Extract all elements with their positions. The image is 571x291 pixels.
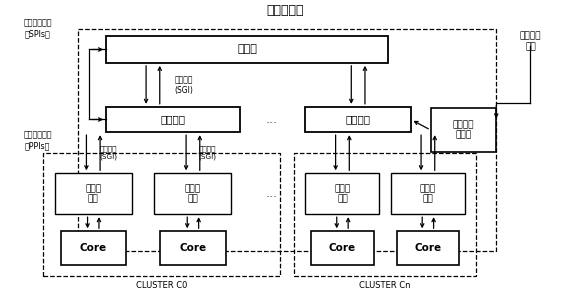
- Bar: [106, 36, 388, 63]
- Text: 中断控制器: 中断控制器: [267, 4, 304, 17]
- Bar: [391, 173, 465, 214]
- Text: 软件中断
(SGI): 软件中断 (SGI): [199, 146, 216, 160]
- Bar: [160, 231, 226, 265]
- Text: Core: Core: [179, 243, 207, 253]
- Text: 私有外设中断
（PPIs）: 私有外设中断 （PPIs）: [23, 131, 52, 150]
- Bar: [106, 107, 240, 132]
- Bar: [311, 231, 374, 265]
- Text: Core: Core: [80, 243, 107, 253]
- Bar: [43, 153, 280, 276]
- Text: CLUSTER Cn: CLUSTER Cn: [359, 281, 411, 290]
- Text: 中断转换
服务器: 中断转换 服务器: [453, 120, 475, 140]
- Text: Core: Core: [415, 243, 441, 253]
- Text: ...: ...: [266, 187, 278, 200]
- Bar: [55, 173, 132, 214]
- Bar: [294, 153, 476, 276]
- Bar: [155, 173, 231, 214]
- Text: 软件中断
(SGI): 软件中断 (SGI): [99, 146, 117, 160]
- Text: Core: Core: [329, 243, 356, 253]
- Bar: [397, 231, 459, 265]
- Bar: [78, 29, 496, 251]
- Text: 再分配器: 再分配器: [345, 114, 371, 125]
- Text: 处理器
接口: 处理器 接口: [335, 184, 351, 203]
- Text: 处理器
接口: 处理器 接口: [420, 184, 436, 203]
- Bar: [305, 173, 380, 214]
- Text: 软件中断
(SGI): 软件中断 (SGI): [175, 75, 194, 95]
- Bar: [61, 231, 126, 265]
- Text: ...: ...: [266, 242, 278, 255]
- Bar: [431, 108, 496, 152]
- Text: 处理器
接口: 处理器 接口: [185, 184, 201, 203]
- Text: 分配器: 分配器: [237, 45, 257, 54]
- Text: 共享外设中断
（SPIs）: 共享外设中断 （SPIs）: [23, 19, 52, 38]
- Text: 局域外设
中断: 局域外设 中断: [520, 32, 541, 51]
- Text: CLUSTER C0: CLUSTER C0: [136, 281, 187, 290]
- Text: ...: ...: [266, 113, 278, 126]
- Text: 处理器
接口: 处理器 接口: [85, 184, 101, 203]
- Bar: [305, 107, 411, 132]
- Text: 再分配器: 再分配器: [160, 114, 186, 125]
